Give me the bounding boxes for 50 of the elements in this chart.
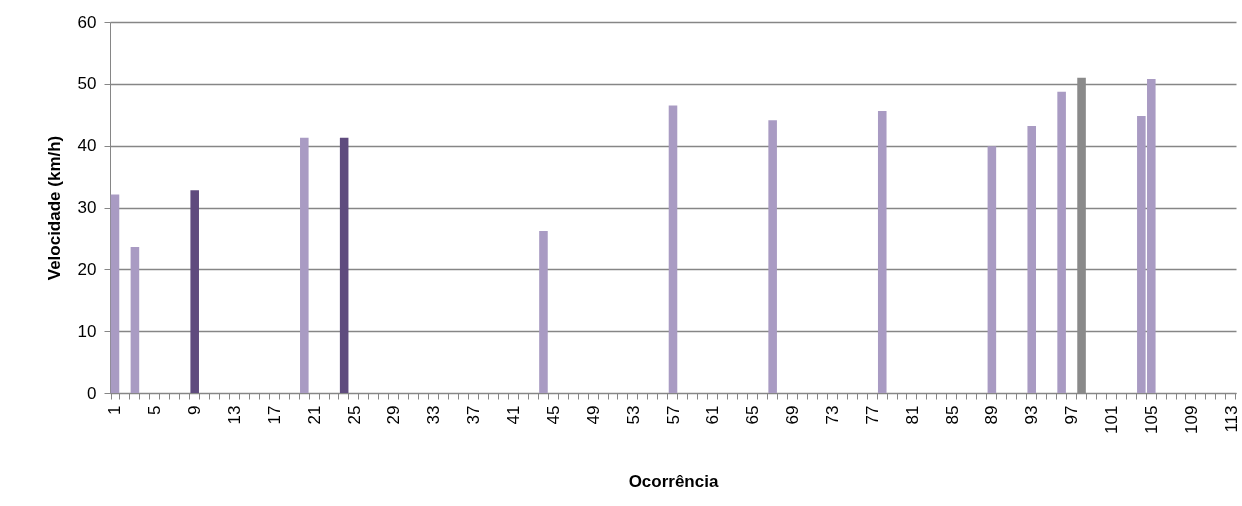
y-tick-label: 30 [77, 198, 97, 217]
x-tick-label: 73 [822, 405, 842, 425]
y-tick-label: 0 [87, 383, 97, 403]
x-tick-label: 17 [264, 405, 284, 425]
y-tick-label: 60 [77, 12, 97, 32]
y-tick-label: 40 [77, 136, 97, 156]
bar [300, 137, 309, 393]
x-tick-label: 77 [862, 405, 882, 425]
x-tick-label: 61 [703, 405, 723, 425]
x-tick-label: 21 [304, 405, 324, 425]
bar [1027, 125, 1037, 393]
bar [1057, 91, 1066, 393]
x-tick-label: 113 [1221, 405, 1241, 433]
y-axis-title: Velocidade (km/h) [44, 135, 64, 281]
x-tick-label: 5 [145, 405, 165, 415]
bar [768, 120, 777, 393]
bar [877, 111, 887, 393]
x-tick-label: 9 [185, 405, 205, 415]
x-tick-label: 49 [583, 405, 603, 425]
x-tick-label: 45 [543, 405, 563, 425]
x-tick-label: 89 [982, 405, 1002, 425]
x-tick-label: 37 [464, 405, 484, 425]
x-tick-label: 101 [1101, 405, 1121, 434]
x-tick-label: 85 [942, 405, 962, 425]
y-tick-label: 50 [77, 74, 97, 94]
x-tick-label: 93 [1022, 405, 1042, 425]
x-tick-label: 109 [1181, 405, 1201, 434]
x-tick-label: 33 [424, 405, 444, 425]
bar [110, 194, 120, 393]
x-tick-label: 53 [623, 405, 643, 425]
bar [668, 105, 678, 393]
y-tick-label: 10 [77, 321, 97, 341]
x-tick-label: 81 [902, 405, 922, 425]
bar [339, 137, 349, 393]
x-tick-label: 57 [663, 405, 683, 425]
x-tick-label: 41 [504, 405, 524, 425]
bar [987, 146, 997, 393]
x-axis-title: Ocorrência [628, 471, 719, 491]
x-tick-label: 25 [344, 405, 364, 425]
x-tick-label: 69 [783, 405, 803, 425]
bar [130, 247, 140, 393]
bar [190, 190, 199, 393]
x-tick-label: 105 [1141, 405, 1161, 434]
x-tick-label: 29 [384, 405, 404, 425]
y-tick-label: 20 [77, 259, 97, 279]
x-tick-label: 13 [225, 405, 245, 425]
x-tick-label: 1 [105, 405, 125, 415]
bar [539, 231, 548, 393]
x-tick-label: 65 [743, 405, 763, 425]
x-tick-label: 97 [1062, 405, 1082, 425]
